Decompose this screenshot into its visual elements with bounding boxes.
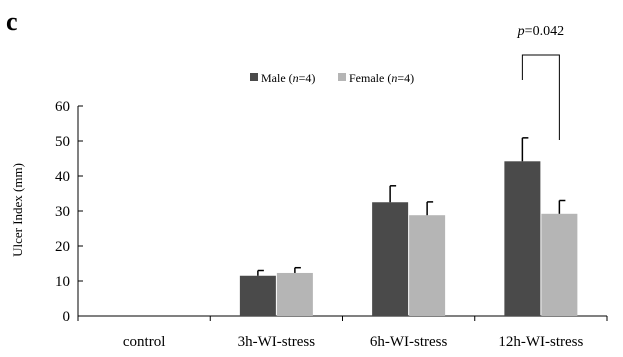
y-tick-label: 40 [55, 169, 70, 185]
legend-label: Female (n=4) [349, 71, 414, 85]
legend-label: Male (n=4) [261, 71, 315, 85]
y-tick-label: 30 [55, 204, 70, 220]
axes: 0 10 20 30 40 50 60 control 3h-WI-stress 6h-WI-st… [55, 99, 608, 350]
x-tick-label: control [123, 334, 166, 350]
legend-swatch [250, 73, 258, 81]
error-bars [257, 137, 566, 276]
y-tick-label: 10 [55, 274, 70, 290]
x-tick-label: 12h-WI-stress [498, 334, 583, 350]
legend: Male (n=4) Female (n=4) [250, 71, 414, 85]
bar [239, 275, 276, 316]
panel-label: c [6, 7, 18, 36]
bar [541, 213, 578, 316]
x-tick-label: 6h-WI-stress [370, 334, 448, 350]
legend-swatch [338, 73, 346, 81]
bar [276, 272, 313, 316]
significance-annotation: p=0.042 [517, 24, 564, 140]
y-tick-label: 20 [55, 239, 70, 255]
y-tick-label: 60 [55, 99, 70, 115]
bars [239, 161, 578, 316]
x-tick-label: 3h-WI-stress [238, 334, 316, 350]
y-tick-label: 0 [63, 309, 71, 325]
significance-bracket [521, 54, 560, 140]
bar [409, 215, 446, 316]
y-tick-label: 50 [55, 134, 70, 150]
bar [372, 202, 409, 316]
p-value-label: p=0.042 [517, 24, 564, 39]
y-axis-label: Ulcer Index (mm) [10, 163, 25, 257]
bar [504, 161, 541, 316]
